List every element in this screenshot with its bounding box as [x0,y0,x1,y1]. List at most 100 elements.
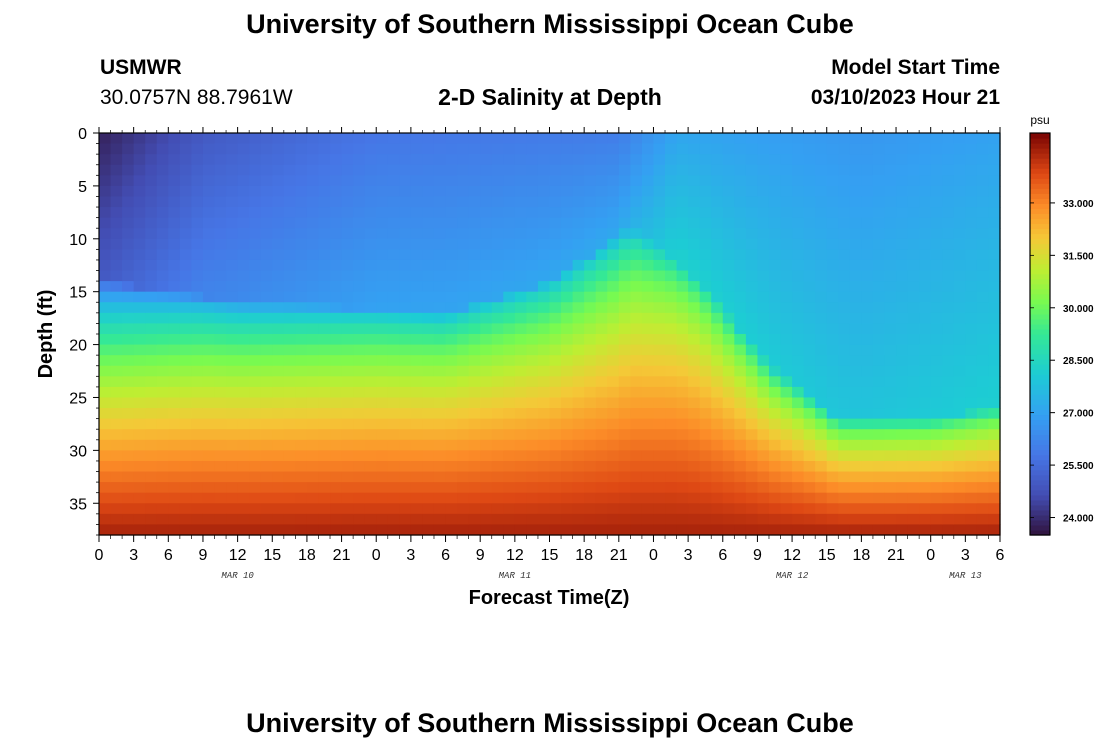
heat-cell [930,259,943,272]
heat-cell [226,164,239,176]
heat-cell [884,355,897,367]
heat-cell [942,238,955,250]
heat-cell [260,418,273,430]
heat-cell [688,302,701,314]
heat-cell [757,450,770,462]
heat-cell [318,355,331,367]
heat-cell [722,238,735,250]
heat-cell [757,185,770,198]
heat-cell [965,482,978,494]
heat-cell [826,376,839,388]
heat-cell [641,365,655,377]
heat-cell [526,524,539,536]
heat-cell [919,355,932,367]
heat-cell [330,482,343,494]
heat-cell [572,429,585,441]
heat-cell [745,450,759,462]
heat-cell [699,376,712,388]
heat-cell [641,207,655,219]
colorbar-segment [1030,328,1050,335]
heat-cell [122,291,135,303]
heat-cell [872,492,886,504]
heat-cell [665,365,678,377]
heat-cell [272,291,285,303]
heat-cell [260,133,273,145]
heat-cell [237,386,250,399]
heat-cell [803,185,816,198]
heat-cell [260,217,273,229]
colorbar-segment [1030,213,1050,220]
heat-cell [907,228,920,240]
heat-cell [792,217,805,229]
heat-cell [226,450,239,462]
heat-cell [561,482,574,494]
heat-cell [838,249,851,261]
heat-cell [145,386,158,399]
heat-cell [676,238,689,250]
heat-cell [191,386,204,399]
heat-cell [815,154,828,166]
heat-cell [757,143,770,155]
heat-cell [260,302,273,314]
heat-cell [630,439,643,451]
heat-cell [607,323,620,335]
heat-cell [399,355,412,367]
heat-cell [122,302,135,314]
colorbar-segment [1030,263,1050,270]
heat-cell [630,524,643,536]
heat-cell [745,365,759,377]
heat-cell [526,439,539,451]
heat-cell [468,207,481,219]
heat-cell [653,196,666,208]
heat-cell [399,185,412,198]
heat-cell [399,238,412,250]
heat-cell [607,228,620,240]
heat-cell [445,302,458,314]
heat-cell [711,408,724,420]
heat-cell [341,133,354,145]
heat-cell [630,334,643,346]
heat-cell [202,365,216,377]
heat-cell [422,429,435,441]
heat-cell [780,196,793,208]
heat-cell [688,207,701,219]
heat-cell [896,143,909,155]
colorbar-tick-label: 30.000 [1063,304,1094,315]
heat-cell [122,492,135,504]
heat-cell [641,492,655,504]
heat-cell [330,302,343,314]
heat-cell [191,482,204,494]
heat-cell [110,270,123,282]
heat-cell [410,270,424,282]
heat-cell [364,334,377,346]
heat-cell [699,524,712,536]
heat-cell [572,492,585,504]
heat-cell [283,503,296,515]
heat-cell [191,238,204,250]
heat-cell [896,365,909,377]
heat-cell [295,439,308,451]
heat-cell [468,471,481,483]
heat-cell [965,439,978,451]
heat-cell [641,281,655,293]
heat-cell [433,196,447,208]
heat-cell [468,217,481,229]
heat-cell [919,492,932,504]
heat-cell [942,196,955,208]
heat-cell [445,429,458,441]
heat-cell [965,196,978,208]
heat-cell [503,482,516,494]
heat-cell [145,323,158,335]
colorbar-tick-label: 27.000 [1063,409,1094,420]
heat-cell [237,513,250,526]
heat-cell [665,302,678,314]
heat-cell [849,334,862,346]
heat-cell [480,312,493,325]
heat-cell [249,164,262,176]
heat-cell [884,334,897,346]
heat-cell [607,259,620,272]
heat-cell [295,429,308,441]
heat-cell [653,207,666,219]
heat-cell [330,418,343,430]
heat-cell [942,143,955,155]
